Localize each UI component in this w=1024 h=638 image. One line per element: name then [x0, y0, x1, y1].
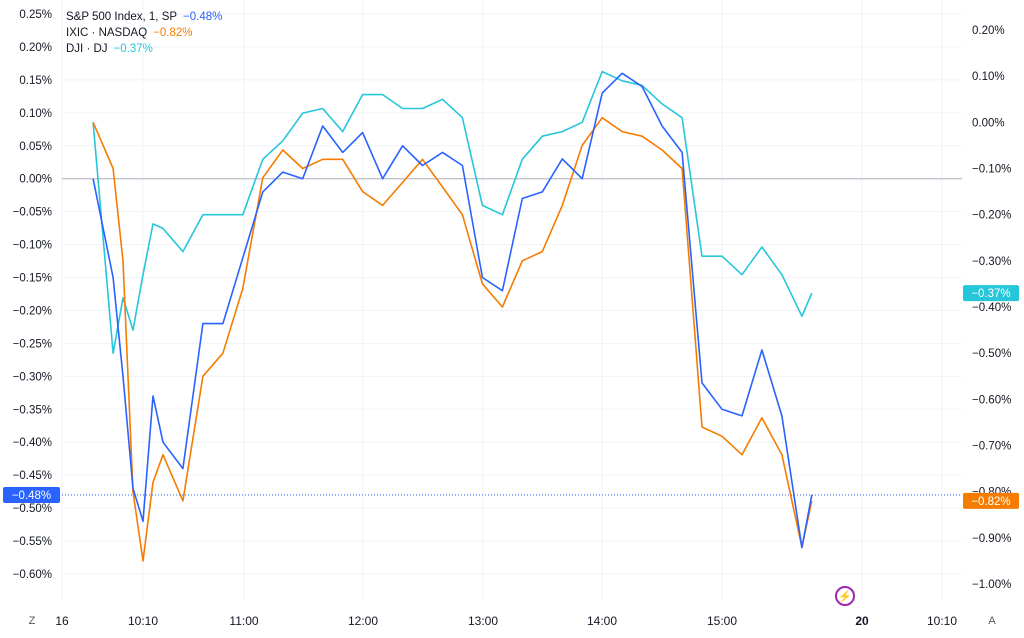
- left-tick-label: −0.40%: [13, 437, 52, 449]
- left-tick-label: 0.00%: [19, 174, 52, 186]
- scale-left-button[interactable]: Z: [28, 615, 36, 627]
- left-tick-label: 0.20%: [19, 42, 52, 54]
- right-tick-label: −0.10%: [972, 164, 1011, 176]
- x-tick-label: 12:00: [348, 614, 378, 628]
- right-tick-label: −0.50%: [972, 348, 1011, 360]
- left-tick-label: −0.45%: [13, 470, 52, 482]
- chart-legend: S&P 500 Index, 1, SP −0.48% IXIC · NASDAQ…: [66, 9, 222, 57]
- left-tick-label: 0.05%: [19, 141, 52, 153]
- left-tick-label: −0.15%: [13, 273, 52, 285]
- legend-value: −0.48%: [183, 11, 223, 23]
- left-tick-label: −0.30%: [13, 371, 52, 383]
- right-tick-label: −0.40%: [972, 302, 1011, 314]
- series-layer: [62, 70, 962, 562]
- badge-spx: −0.48%: [12, 490, 51, 502]
- right-tick-label: 0.10%: [972, 71, 1005, 83]
- left-tick-label: −0.55%: [13, 536, 52, 548]
- badge-ixic-bg: [963, 492, 1019, 509]
- legend-row-dji[interactable]: DJI · DJ −0.37%: [66, 41, 222, 57]
- legend-value: −0.37%: [113, 43, 153, 55]
- x-tick-label: 14:00: [587, 614, 617, 628]
- badge-dji-bg: [963, 285, 1019, 302]
- x-tick-label: 15:00: [707, 614, 737, 628]
- legend-row-spx[interactable]: S&P 500 Index, 1, SP −0.48%: [66, 9, 222, 25]
- right-tick-label: −0.20%: [972, 210, 1011, 222]
- right-tick-label: 0.00%: [972, 117, 1005, 129]
- badge-dji: −0.37%: [971, 288, 1010, 300]
- chart-grid: [61, 0, 962, 600]
- right-tick-label: −0.30%: [972, 256, 1011, 268]
- left-tick-label: −0.60%: [13, 569, 52, 581]
- x-tick-label: 10:10: [128, 614, 158, 628]
- legend-value: −0.82%: [153, 27, 193, 39]
- scale-auto-button[interactable]: A: [988, 615, 996, 627]
- left-tick-label: −0.20%: [13, 305, 52, 317]
- left-tick-label: −0.50%: [13, 503, 52, 515]
- right-tick-label: −0.90%: [972, 533, 1011, 545]
- series-line-s-p-500-index[interactable]: [92, 72, 813, 549]
- left-tick-label: 0.10%: [19, 108, 52, 120]
- legend-row-ixic[interactable]: IXIC · NASDAQ −0.82%: [66, 25, 222, 41]
- lightning-icon[interactable]: ⚡: [835, 586, 855, 606]
- left-tick-label: 0.15%: [19, 75, 52, 87]
- series-line-ixic[interactable]: [92, 116, 813, 562]
- right-axis: 0.20% 0.10% 0.00% −0.10% −0.20% −0.30% −0.40% −…: [972, 25, 1011, 591]
- right-tick-label: −1.00%: [972, 579, 1011, 591]
- left-tick-label: −0.35%: [13, 404, 52, 416]
- series-line-dji[interactable]: [92, 70, 813, 354]
- right-tick-label: 0.20%: [972, 25, 1005, 37]
- legend-label: S&P 500 Index, 1, SP: [66, 11, 178, 23]
- x-tick-label: 16: [55, 614, 69, 628]
- x-tick-label: 10:10: [927, 614, 957, 628]
- legend-label: DJI · DJ: [66, 43, 108, 55]
- price-badges: −0.48% −0.82% −0.37%: [3, 285, 1019, 509]
- x-tick-label: 11:00: [229, 614, 258, 628]
- left-tick-label: −0.25%: [13, 338, 52, 350]
- x-tick-label: 20: [855, 614, 869, 628]
- legend-label: IXIC · NASDAQ: [66, 27, 148, 39]
- badge-ixic: −0.82%: [971, 496, 1010, 508]
- x-axis: 16 10:10 11:00 12:00 13:00 14:00 15:00 20 10:10: [55, 614, 957, 628]
- left-tick-label: −0.05%: [13, 207, 52, 219]
- badge-spx-bg: [3, 486, 60, 503]
- left-axis: 0.25% 0.20% 0.15% 0.10% 0.05% 0.00% −0.05% −0.1…: [13, 9, 52, 581]
- right-tick-label: −0.70%: [972, 441, 1011, 453]
- x-tick-label: 13:00: [468, 614, 498, 628]
- left-tick-label: −0.10%: [13, 240, 52, 252]
- left-tick-label: 0.25%: [19, 9, 52, 21]
- right-tick-label: −0.60%: [972, 394, 1011, 406]
